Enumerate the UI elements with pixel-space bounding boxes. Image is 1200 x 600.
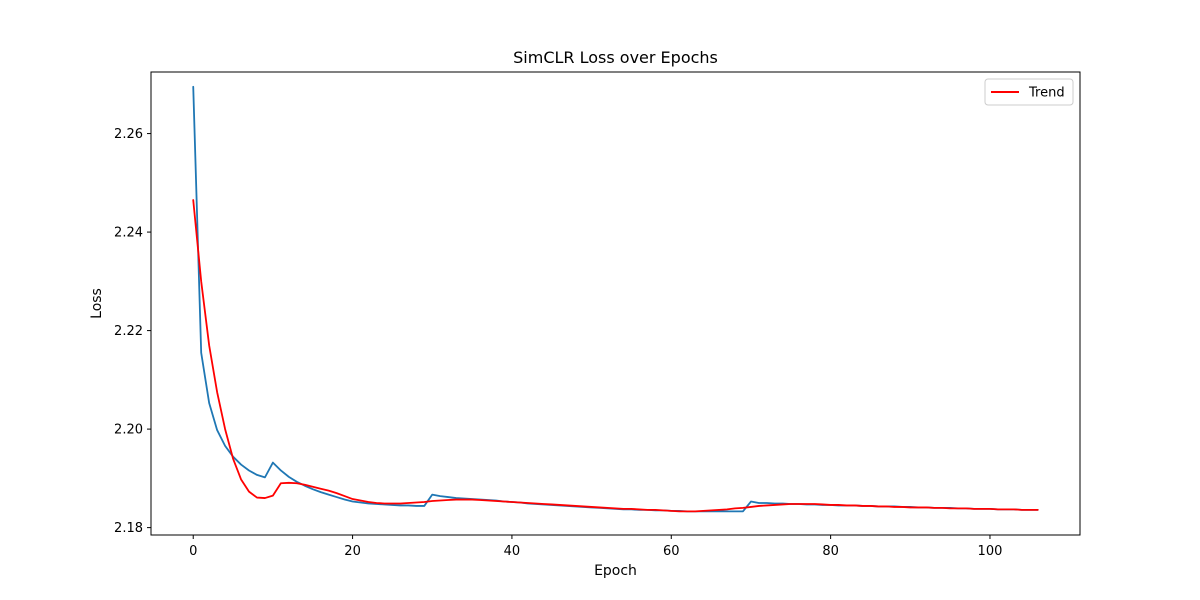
y-tick-label: 2.26 — [114, 127, 143, 142]
y-tick-label: 2.20 — [114, 423, 143, 438]
legend-label-trend: Trend — [1028, 86, 1065, 101]
x-tick-label: 60 — [663, 544, 680, 559]
plot-frame — [150, 71, 1081, 536]
plot-area — [150, 71, 1081, 536]
loss-line — [192, 85, 1039, 513]
x-axis: 0 20 40 60 80 100 — [189, 535, 1002, 559]
x-tick-label: 20 — [344, 544, 361, 559]
x-tick-label: 40 — [504, 544, 521, 559]
x-tick-label: 100 — [978, 544, 1003, 559]
x-axis-label: Epoch — [594, 563, 637, 579]
y-tick-label: 2.18 — [114, 521, 143, 536]
y-tick-label: 2.22 — [114, 324, 143, 339]
y-axis: 2.18 2.20 2.22 2.24 2.26 — [114, 127, 151, 536]
x-tick-label: 80 — [822, 544, 839, 559]
x-tick-label: 0 — [189, 544, 197, 559]
legend-box — [984, 78, 1074, 106]
legend: Trend — [984, 78, 1074, 106]
trend-line — [192, 199, 1039, 513]
y-axis-label: Loss — [89, 288, 105, 319]
y-tick-label: 2.24 — [114, 226, 143, 241]
series-layer — [192, 85, 1039, 513]
chart-title: SimCLR Loss over Epochs — [513, 48, 718, 67]
